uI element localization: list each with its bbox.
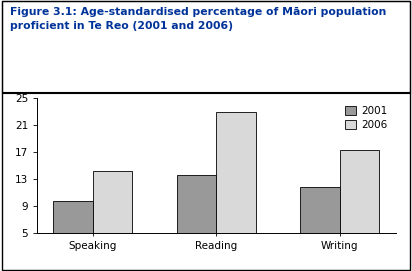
- Bar: [93, 171, 132, 267]
- Bar: [300, 187, 340, 267]
- Legend: 2001, 2006: 2001, 2006: [342, 103, 390, 133]
- Bar: [177, 176, 216, 267]
- Bar: [54, 201, 93, 267]
- Bar: [216, 112, 256, 267]
- Bar: [340, 150, 379, 267]
- Text: Figure 3.1: Age-standardised percentage of Māori population
proficient in Te Reo: Figure 3.1: Age-standardised percentage …: [10, 7, 387, 31]
